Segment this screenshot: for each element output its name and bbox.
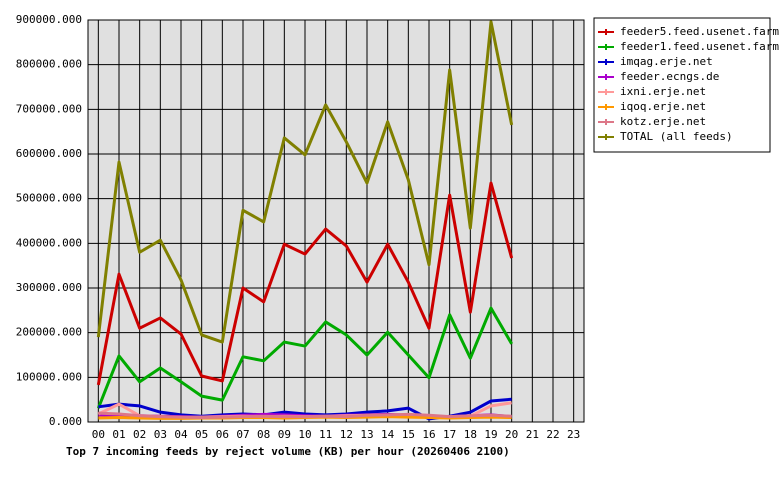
- y-tick-label: 900000.000: [16, 13, 82, 26]
- x-tick-label: 00: [92, 428, 105, 441]
- y-tick-label: 300000.000: [16, 281, 82, 294]
- series-line: [96, 306, 513, 409]
- x-tick-label: 11: [319, 428, 332, 441]
- legend-label: feeder5.feed.usenet.farm: [620, 25, 779, 38]
- legend-label: kotz.erje.net: [620, 115, 706, 128]
- x-tick-label: 22: [546, 428, 559, 441]
- x-tick-label: 15: [402, 428, 415, 441]
- chart-title: Top 7 incoming feeds by reject volume (K…: [66, 445, 510, 458]
- legend-label: ixni.erje.net: [620, 85, 706, 98]
- x-tick-label: 17: [443, 428, 456, 441]
- x-tick-label: 20: [505, 428, 518, 441]
- y-tick-label: 0.000: [49, 415, 82, 428]
- y-tick-label: 500000.000: [16, 192, 82, 205]
- x-tick-label: 01: [112, 428, 125, 441]
- y-tick-label: 100000.000: [16, 370, 82, 383]
- x-tick-label: 02: [133, 428, 146, 441]
- y-tick-label: 600000.000: [16, 147, 82, 160]
- y-tick-label: 800000.000: [16, 58, 82, 71]
- plot-area: [88, 20, 584, 422]
- legend-label: TOTAL (all feeds): [620, 130, 733, 143]
- series-line: [96, 20, 514, 344]
- x-tick-label: 12: [340, 428, 353, 441]
- x-tick-label: 09: [278, 428, 291, 441]
- series-line: [98, 411, 512, 420]
- x-tick-label: 19: [484, 428, 497, 441]
- x-tick-label: 04: [174, 428, 188, 441]
- x-tick-label: 21: [526, 428, 539, 441]
- legend-label: feeder1.feed.usenet.farm: [620, 40, 779, 53]
- series-line: [96, 181, 514, 386]
- x-tick-label: 14: [381, 428, 395, 441]
- x-tick-label: 16: [422, 428, 435, 441]
- y-tick-label: 700000.000: [16, 102, 82, 115]
- y-tick-label: 400000.000: [16, 236, 82, 249]
- x-tick-label: 18: [464, 428, 477, 441]
- legend-label: imqag.erje.net: [620, 55, 713, 68]
- legend-box: [593, 17, 771, 153]
- x-tick-label: 07: [236, 428, 249, 441]
- plot-border: [87, 19, 585, 423]
- y-tick-label: 200000.000: [16, 326, 82, 339]
- legend-label: iqoq.erje.net: [620, 100, 706, 113]
- x-tick-label: 10: [298, 428, 311, 441]
- legend-label: feeder.ecngs.de: [620, 70, 719, 83]
- x-tick-label: 23: [567, 428, 580, 441]
- x-tick-label: 03: [154, 428, 167, 441]
- x-tick-label: 05: [195, 428, 208, 441]
- x-tick-label: 13: [360, 428, 373, 441]
- x-tick-label: 06: [216, 428, 229, 441]
- x-tick-label: 08: [257, 428, 270, 441]
